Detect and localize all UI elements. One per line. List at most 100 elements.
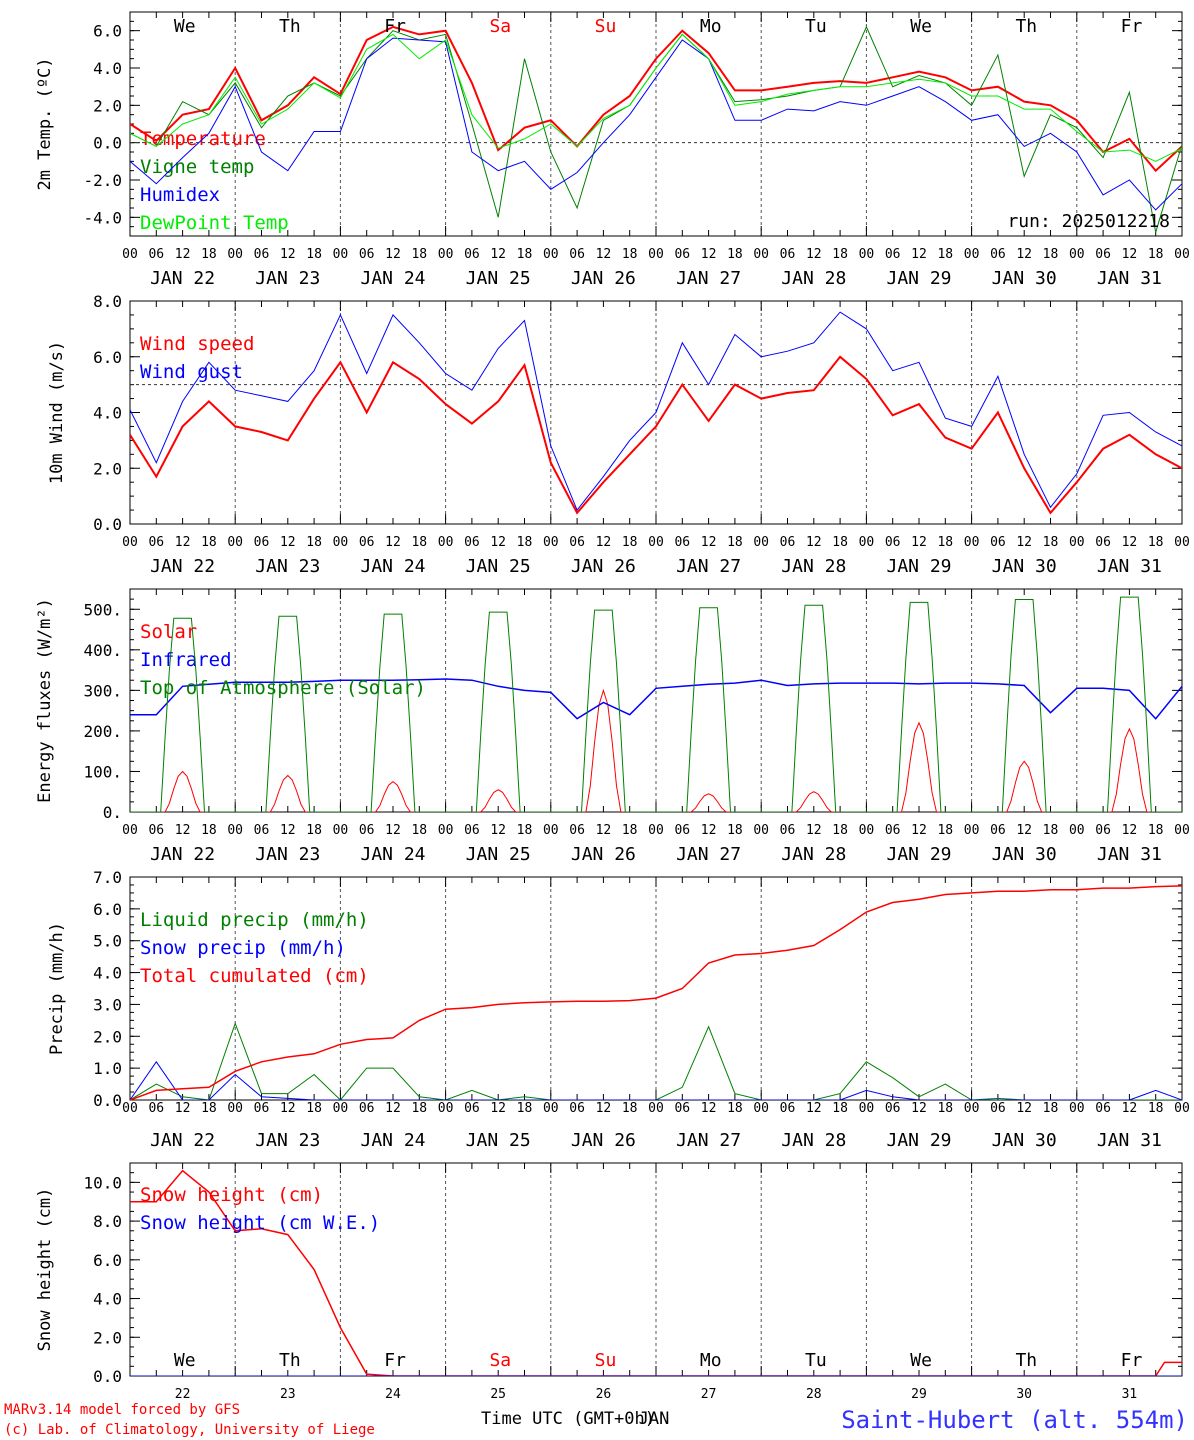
y-tick-label: 0.0 [93, 1367, 122, 1386]
hour-tick-label: 12 [701, 247, 717, 262]
y-tick-label: 1.0 [93, 1059, 122, 1078]
hour-tick-label: 18 [411, 823, 427, 838]
y-tick-label: 0.0 [93, 134, 122, 153]
legend-entry: Snow precip (mm/h) [140, 937, 346, 959]
legend-entry: Vigne temp [140, 156, 254, 178]
hour-tick-label: 18 [727, 823, 743, 838]
hour-tick-label: 00 [438, 823, 454, 838]
hour-tick-label: 00 [1069, 1101, 1085, 1116]
date-label: JAN 22 [150, 1130, 215, 1151]
hour-tick-label: 12 [280, 535, 296, 550]
date-label: JAN 24 [360, 1130, 425, 1151]
hour-tick-label: 00 [1174, 1101, 1190, 1116]
date-label: JAN 23 [255, 268, 320, 289]
hour-tick-label: 12 [806, 535, 822, 550]
hour-tick-label: 00 [333, 823, 349, 838]
weekday-label: Tu [805, 16, 827, 37]
weekday-label: Sa [489, 16, 511, 37]
hour-tick-label: 06 [780, 1101, 796, 1116]
hour-tick-label: 06 [254, 1101, 270, 1116]
hour-tick-label: 06 [464, 823, 480, 838]
day-number-label: 27 [701, 1387, 717, 1402]
hour-tick-label: 12 [596, 247, 612, 262]
hour-tick-label: 12 [911, 535, 927, 550]
date-label: JAN 28 [781, 1130, 846, 1151]
hour-tick-label: 00 [964, 1101, 980, 1116]
date-label: JAN 31 [1097, 844, 1162, 865]
hour-tick-label: 12 [385, 535, 401, 550]
legend-entry: Total cumulated (cm) [140, 965, 369, 987]
weekday-label: Th [279, 1350, 301, 1371]
hour-tick-label: 18 [517, 247, 533, 262]
hour-tick-label: 18 [517, 535, 533, 550]
hour-tick-label: 12 [1016, 535, 1032, 550]
hour-tick-label: 12 [280, 823, 296, 838]
y-tick-label: 200. [83, 722, 122, 741]
hour-tick-label: 18 [1148, 535, 1164, 550]
hour-tick-label: 18 [937, 247, 953, 262]
hour-tick-label: 18 [306, 247, 322, 262]
weekday-label: Fr [384, 16, 406, 37]
date-label: JAN 25 [466, 268, 531, 289]
hour-tick-label: 18 [832, 247, 848, 262]
hour-tick-label: 00 [333, 535, 349, 550]
series-line-precip-0 [130, 1022, 1182, 1100]
hour-tick-label: 18 [727, 535, 743, 550]
hour-tick-label: 12 [490, 823, 506, 838]
y-tick-label: -2.0 [83, 171, 122, 190]
y-tick-label: 6.0 [93, 22, 122, 41]
series-line-precip-2 [130, 885, 1182, 1100]
hour-tick-label: 12 [806, 1101, 822, 1116]
hour-tick-label: 00 [438, 1101, 454, 1116]
hour-tick-label: 12 [1122, 823, 1138, 838]
legend-entry: Wind speed [140, 333, 254, 355]
hour-tick-label: 06 [254, 535, 270, 550]
date-label: JAN 27 [676, 268, 741, 289]
y-tick-label: 0.0 [93, 515, 122, 534]
y-tick-label: 4.0 [93, 404, 122, 423]
hour-tick-label: 06 [464, 535, 480, 550]
hour-tick-label: 06 [1095, 247, 1111, 262]
hour-tick-label: 12 [1016, 823, 1032, 838]
hour-tick-label: 18 [1043, 823, 1059, 838]
hour-tick-label: 00 [648, 1101, 664, 1116]
hour-tick-label: 18 [622, 247, 638, 262]
hour-tick-label: 12 [596, 823, 612, 838]
weekday-label: Fr [1121, 16, 1143, 37]
y-tick-label: 300. [83, 681, 122, 700]
hour-tick-label: 18 [832, 823, 848, 838]
legend-entry: Snow height (cm) [140, 1184, 323, 1206]
hour-tick-label: 00 [1174, 823, 1190, 838]
series-line-temperature-0 [130, 25, 1182, 173]
hour-tick-label: 00 [859, 247, 875, 262]
day-number-label: 30 [1016, 1387, 1032, 1402]
hour-tick-label: 06 [569, 1101, 585, 1116]
series-line-wind-1 [130, 311, 1182, 512]
hour-tick-label: 00 [438, 247, 454, 262]
y-tick-label: 7.0 [93, 868, 122, 887]
legend-entry: Humidex [140, 184, 220, 206]
date-label: JAN 23 [255, 844, 320, 865]
hour-tick-label: 00 [1069, 535, 1085, 550]
hour-tick-label: 00 [122, 247, 138, 262]
weekday-label: Sa [489, 1350, 511, 1371]
hour-tick-label: 06 [569, 535, 585, 550]
date-label: JAN 30 [992, 1130, 1057, 1151]
hour-tick-label: 12 [175, 823, 191, 838]
y-tick-label: 10.0 [83, 1173, 122, 1192]
weekday-label: Mo [700, 16, 722, 37]
hour-tick-label: 00 [964, 823, 980, 838]
hour-tick-label: 18 [1148, 247, 1164, 262]
hour-tick-label: 00 [753, 247, 769, 262]
y-tick-label: 6.0 [93, 348, 122, 367]
day-number-label: 26 [596, 1387, 612, 1402]
y-tick-label: 0.0 [93, 1091, 122, 1110]
hour-tick-label: 18 [937, 1101, 953, 1116]
hour-tick-label: 18 [1043, 1101, 1059, 1116]
hour-tick-label: 06 [780, 535, 796, 550]
hour-tick-label: 06 [674, 1101, 690, 1116]
hour-tick-label: 06 [148, 1101, 164, 1116]
hour-tick-label: 18 [622, 823, 638, 838]
date-label: JAN 23 [255, 556, 320, 577]
